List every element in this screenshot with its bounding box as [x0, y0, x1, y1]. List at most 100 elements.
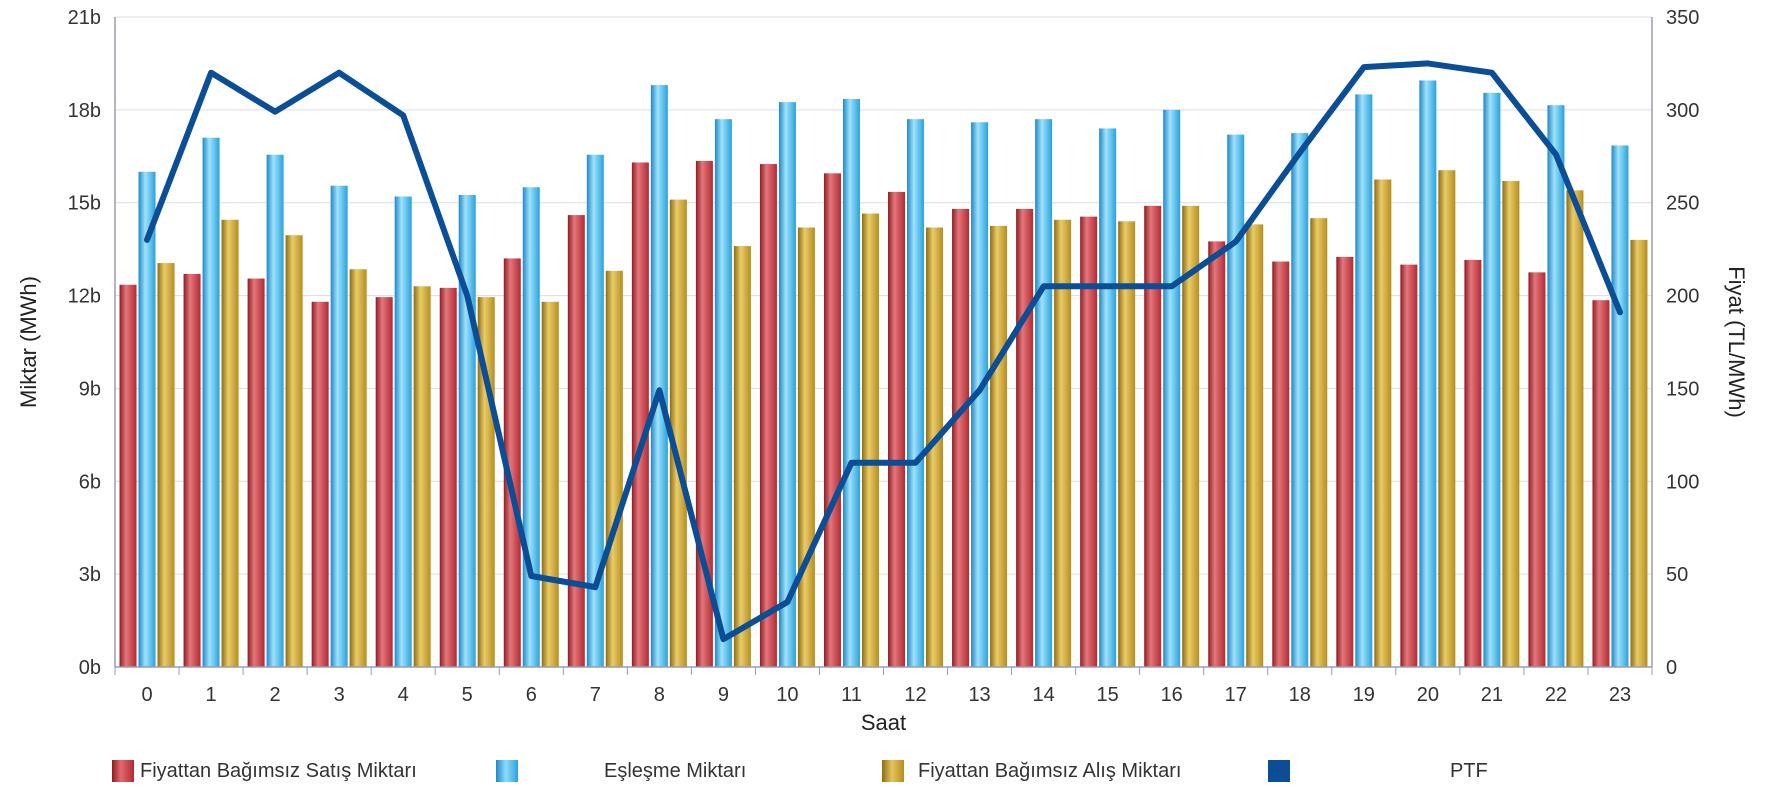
bar-alis	[1374, 179, 1392, 667]
y-tick-label: 18b	[68, 100, 101, 122]
x-tick-label: 10	[776, 684, 798, 706]
bar-satis	[823, 173, 841, 668]
bar-eslesme	[1419, 80, 1437, 667]
x-axis-title: Saat	[861, 710, 906, 735]
bar-alis	[797, 227, 815, 667]
bar-alis	[541, 301, 559, 667]
x-tick-label: 15	[1097, 684, 1119, 706]
bar-alis	[1182, 205, 1200, 668]
bar-alis	[1502, 181, 1520, 668]
bar-eslesme	[202, 137, 220, 667]
bar-eslesme	[138, 171, 156, 667]
x-tick-label: 6	[526, 684, 537, 706]
bar-alis	[861, 213, 879, 668]
ptf-line	[144, 60, 1623, 643]
bar-satis	[1336, 256, 1354, 667]
bar-satis	[183, 273, 201, 667]
x-tick-label: 2	[270, 684, 281, 706]
bar-eslesme	[1611, 145, 1629, 667]
legend: Fiyattan Bağımsız Satış Miktarı Eşleşme …	[0, 758, 1766, 788]
legend-swatch-satis	[112, 760, 134, 782]
legend-item-alis[interactable]: Fiyattan Bağımsız Alış Miktarı	[882, 758, 1181, 784]
bar-alis	[157, 263, 175, 667]
bar-eslesme	[1099, 128, 1117, 667]
bar-satis	[952, 208, 970, 667]
bar-alis	[926, 227, 944, 667]
y-tick-label: 12b	[68, 286, 101, 308]
legend-swatch-alis	[882, 760, 904, 782]
x-tick-label: 8	[654, 684, 665, 706]
bar-alis	[1630, 239, 1648, 667]
y2-tick-label: 100	[1666, 471, 1699, 493]
y-tick-label: 15b	[68, 193, 101, 215]
bar-eslesme	[842, 99, 860, 668]
legend-swatch-eslesme	[496, 760, 518, 782]
y2-tick-label: 50	[1666, 564, 1688, 586]
bar-satis	[1144, 205, 1162, 668]
x-tick-label: 3	[334, 684, 345, 706]
y-tick-label: 9b	[79, 378, 101, 400]
y2-tick-label: 0	[1666, 657, 1677, 679]
bar-satis	[311, 301, 329, 667]
y-tick-label: 3b	[79, 564, 101, 586]
bar-eslesme	[266, 154, 284, 667]
axes	[114, 17, 1653, 675]
bar-alis	[1566, 190, 1584, 668]
bar-alis	[1054, 219, 1072, 667]
x-tick-label: 19	[1353, 684, 1375, 706]
bar-alis	[1310, 218, 1328, 667]
bar-eslesme	[394, 196, 412, 667]
x-tick-label: 11	[841, 684, 862, 706]
bar-alis	[413, 286, 431, 667]
x-tick-label: 23	[1609, 684, 1631, 706]
y-tick-label: 21b	[68, 7, 101, 29]
bar-satis	[759, 164, 777, 667]
legend-label-ptf: PTF	[1450, 759, 1488, 782]
y-tick-label: 6b	[79, 471, 101, 493]
x-tick-label: 5	[462, 684, 473, 706]
y2-tick-label: 250	[1666, 193, 1699, 215]
bar-alis	[605, 270, 623, 667]
bar-satis	[1208, 241, 1226, 667]
y2-tick-label: 350	[1666, 7, 1699, 29]
bar-satis	[1080, 216, 1098, 667]
bar-eslesme	[330, 185, 348, 667]
bar-alis	[285, 235, 303, 667]
bar-satis	[888, 191, 906, 667]
bar-alis	[1246, 224, 1264, 667]
bar-eslesme	[1291, 133, 1309, 668]
x-tick-label: 1	[206, 684, 217, 706]
y2-axis-title: Fiyat (TL/MWh)	[1724, 266, 1749, 418]
x-tick-label: 20	[1417, 684, 1439, 706]
legend-label-eslesme: Eşleşme Miktarı	[604, 759, 747, 782]
legend-item-eslesme[interactable]: Eşleşme Miktarı	[496, 758, 746, 784]
x-tick-label: 18	[1289, 684, 1311, 706]
bar-satis	[247, 278, 265, 667]
tick-labels: 0b3b6b9b12b15b18b21b05010015020025030035…	[68, 7, 1700, 706]
bar-alis	[1118, 221, 1136, 668]
x-tick-label: 16	[1161, 684, 1183, 706]
bar-satis	[1272, 261, 1290, 667]
bar-alis	[990, 225, 1008, 667]
legend-label-alis: Fiyattan Bağımsız Alış Miktarı	[918, 759, 1182, 782]
legend-item-ptf[interactable]: PTF	[1268, 758, 1488, 784]
bar-eslesme	[1355, 94, 1373, 667]
x-tick-label: 7	[590, 684, 601, 706]
bar-eslesme	[650, 85, 668, 668]
x-tick-label: 17	[1225, 684, 1247, 706]
bar-alis	[733, 246, 751, 668]
bar-eslesme	[778, 102, 796, 668]
bar-alis	[669, 199, 687, 667]
x-tick-label: 13	[968, 684, 990, 706]
y2-tick-label: 300	[1666, 100, 1699, 122]
x-tick-label: 21	[1481, 684, 1503, 706]
bars	[119, 80, 1648, 668]
legend-item-satis[interactable]: Fiyattan Bağımsız Satış Miktarı	[112, 758, 417, 784]
bar-eslesme	[1227, 134, 1245, 668]
bar-eslesme	[907, 119, 925, 667]
x-tick-label: 0	[141, 684, 152, 706]
legend-swatch-ptf	[1268, 760, 1290, 782]
x-tick-label: 14	[1032, 684, 1054, 706]
x-tick-label: 4	[398, 684, 409, 706]
